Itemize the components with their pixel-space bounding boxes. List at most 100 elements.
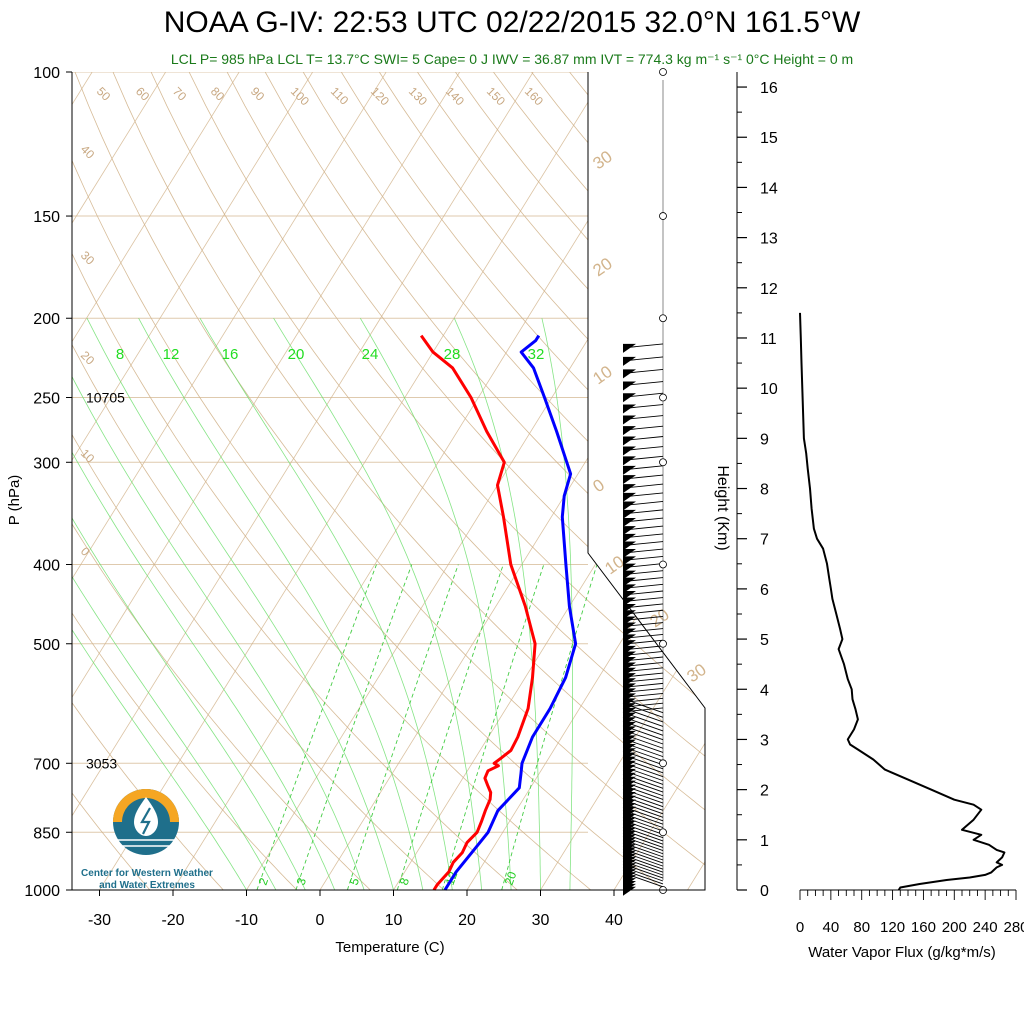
flux-x-tick-label: 200	[942, 919, 967, 936]
wind-barb-flag	[623, 475, 636, 485]
x-tick-label: -30	[88, 912, 111, 929]
wind-barb	[622, 733, 664, 749]
dry-adiabat-line	[72, 72, 613, 890]
x-tick-label: -20	[161, 912, 184, 929]
dry-adiabat-line	[72, 72, 538, 890]
wind-barb-flag	[623, 533, 636, 543]
flux-x-tick-label: 80	[853, 919, 870, 936]
flux-y-tick-label: 14	[760, 180, 778, 197]
wind-barb	[622, 770, 664, 785]
x-tick-label: 20	[458, 912, 476, 929]
dry-adiabat-line	[72, 72, 166, 890]
wind-barb	[622, 813, 664, 829]
flux-x-tick-label: 120	[880, 919, 905, 936]
wind-barb-flag	[623, 393, 636, 403]
flux-x-axis-label: Water Vapor Flux (g/kg*m/s)	[808, 944, 996, 961]
wind-barb-flag	[623, 484, 636, 494]
mixing-ratio-line	[295, 564, 413, 890]
moist-adiabat-line	[72, 318, 336, 890]
wind-barb-flag	[623, 886, 636, 896]
moist-adiabat-line	[453, 318, 541, 890]
theta-label: 30	[589, 147, 615, 173]
isotherm-line	[687, 72, 705, 890]
wind-barb-flag	[623, 343, 636, 353]
wind-barbs	[622, 68, 667, 896]
isotherm-label: 110	[328, 84, 352, 108]
barb-calm-circle	[659, 314, 667, 323]
moist-adiabat-line	[541, 318, 573, 890]
wind-barb	[622, 816, 664, 832]
y-tick-label: 200	[33, 311, 60, 328]
flux-y-tick-label: 4	[760, 682, 769, 699]
wind-barb-flag	[623, 356, 636, 366]
wind-barb	[622, 826, 664, 842]
dry-adiabat-line	[74, 72, 705, 890]
mixing-ratio-line	[346, 564, 459, 890]
chart-title: NOAA G-IV: 22:53 UTC 02/22/2015 32.0°N 1…	[163, 6, 861, 39]
flux-y-tick-label: 13	[760, 231, 778, 248]
dry-adiabat-line	[302, 72, 705, 890]
dry-adiabat-line	[72, 72, 315, 890]
isotherm-label: 140	[443, 84, 467, 108]
isotherm-label: 160	[522, 84, 546, 108]
mixing-ratio-label: 2	[256, 876, 272, 887]
isotherm-label: 40	[78, 142, 98, 162]
dry-adiabat-line	[72, 72, 240, 890]
wind-barb-flag	[623, 446, 636, 456]
isotherm-label: 120	[368, 84, 392, 108]
mixing-ratio-line	[256, 564, 377, 890]
y-tick-label: 1000	[24, 883, 60, 900]
isotherm-line	[319, 72, 705, 890]
skewt-frame-line	[71, 72, 706, 891]
wind-barb	[622, 848, 664, 864]
dry-adiabat-line	[493, 72, 705, 890]
wind-barb-flag	[623, 556, 636, 566]
moist-adiabat-label: 28	[444, 346, 461, 363]
wind-barb	[622, 819, 664, 835]
mixing-ratio-label: 8	[397, 876, 413, 887]
flux-y-tick-label: 5	[760, 632, 769, 649]
logo-sun-arc-icon	[113, 789, 179, 822]
wind-barb-flag	[623, 563, 636, 573]
wind-barb-flag	[623, 381, 636, 391]
wind-barb-flag	[623, 456, 636, 466]
isotherm-label: 90	[248, 84, 268, 104]
barb-calm-circle	[659, 458, 667, 467]
wind-barb	[622, 729, 664, 745]
barb-calm-circle	[659, 393, 667, 402]
moist-adiabat-line	[138, 318, 424, 890]
theta-label: 0	[589, 475, 608, 496]
moist-adiabat-label: 20	[288, 346, 305, 363]
barb-calm-circle	[659, 828, 667, 837]
y-tick-label: 400	[33, 557, 60, 574]
dry-adiabat-line	[112, 72, 705, 890]
flux-line	[799, 312, 1006, 891]
barb-calm-circle	[659, 639, 667, 648]
y-tick-label: 100	[33, 65, 60, 82]
x-tick-label: 10	[385, 912, 403, 929]
dry-adiabat-line	[340, 72, 705, 890]
wind-barb	[622, 773, 664, 789]
moist-adiabat-line	[199, 317, 453, 890]
mixing-ratio-label: 5	[347, 876, 363, 887]
wind-barb-flag	[623, 509, 636, 519]
y-tick-label: 850	[33, 825, 60, 842]
dewpoint-line	[443, 334, 578, 891]
wind-barb	[622, 762, 664, 778]
wind-barb	[622, 866, 664, 882]
wind-barb	[622, 836, 664, 852]
wind-barb	[622, 795, 664, 811]
barb-calm-circle	[659, 759, 667, 768]
wind-barb	[622, 698, 664, 714]
wind-barb-flag	[623, 436, 636, 446]
flux-y-axis-label: Height (Km)	[714, 465, 731, 550]
moist-adiabat-line	[72, 318, 365, 890]
isotherm-label: 50	[94, 84, 114, 104]
wind-barb	[622, 788, 664, 804]
flux-x-tick-label: 240	[973, 919, 998, 936]
moist-adiabat-label: 32	[528, 346, 545, 363]
dry-adiabat-line	[569, 72, 705, 890]
flux-x-tick-label: 0	[796, 919, 804, 936]
wind-barb	[622, 863, 664, 879]
